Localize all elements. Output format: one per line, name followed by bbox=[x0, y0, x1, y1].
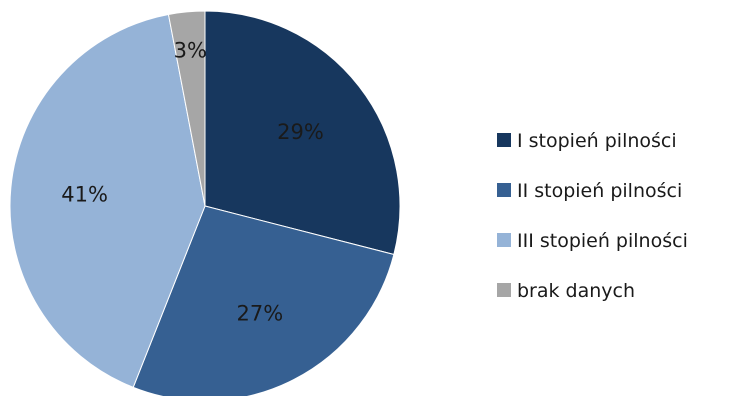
legend-swatch bbox=[497, 133, 511, 147]
pie-slice bbox=[167, 10, 206, 207]
slice-value-label: 29% bbox=[277, 120, 324, 144]
legend-label: III stopień pilności bbox=[517, 230, 688, 252]
pie-slice bbox=[204, 10, 401, 256]
legend-swatch bbox=[497, 233, 511, 247]
legend-swatch bbox=[497, 183, 511, 197]
pie-slice bbox=[9, 13, 206, 388]
slice-value-label: 3% bbox=[174, 39, 207, 63]
slice-value-label: 41% bbox=[61, 183, 108, 207]
legend-label: II stopień pilności bbox=[517, 180, 682, 202]
slice-value-label: 27% bbox=[237, 302, 284, 326]
pie-slice bbox=[132, 205, 395, 396]
legend-label: brak danych bbox=[517, 280, 635, 302]
legend-swatch bbox=[497, 283, 511, 297]
legend-label: I stopień pilności bbox=[517, 130, 677, 152]
